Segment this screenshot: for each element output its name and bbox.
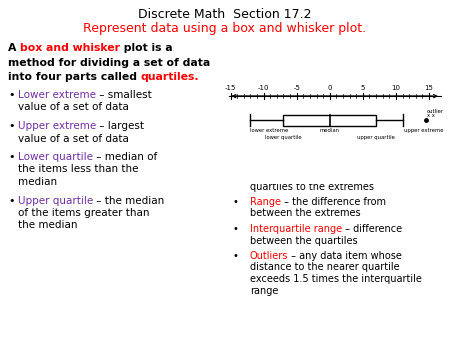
Text: Interquartile range: Interquartile range: [250, 224, 342, 234]
Text: -15: -15: [225, 86, 236, 92]
Text: x x: x x: [427, 113, 435, 118]
Text: Upper quartile: Upper quartile: [18, 195, 93, 206]
Text: 0: 0: [328, 86, 332, 92]
Text: – extend from the: – extend from the: [294, 170, 384, 180]
Text: A: A: [8, 43, 20, 53]
Text: – median of: – median of: [93, 152, 157, 162]
Text: exceeds 1.5 times the interquartile: exceeds 1.5 times the interquartile: [250, 274, 422, 284]
Bar: [284, 115, 376, 126]
Text: median: median: [320, 128, 340, 132]
Text: -10: -10: [258, 86, 270, 92]
Text: upper quartile: upper quartile: [357, 135, 395, 140]
Text: – any data item whose: – any data item whose: [288, 251, 402, 261]
Text: the upper quartiles: the upper quartiles: [250, 154, 347, 165]
Text: •: •: [232, 197, 238, 207]
Text: lower quartile: lower quartile: [265, 135, 302, 140]
Text: – largest: – largest: [96, 121, 144, 131]
Text: – smallest: – smallest: [96, 90, 152, 100]
Text: box and whisker: box and whisker: [20, 43, 120, 53]
Text: •: •: [232, 224, 238, 234]
Text: Range: Range: [250, 197, 281, 207]
Text: Lower extreme: Lower extreme: [18, 90, 96, 100]
Text: value of a set of data: value of a set of data: [18, 134, 129, 144]
Text: •: •: [8, 152, 14, 162]
Text: 10: 10: [392, 86, 400, 92]
Text: – extends from the lower to: – extends from the lower to: [268, 143, 406, 153]
Text: median: median: [18, 177, 57, 187]
Text: -5: -5: [293, 86, 300, 92]
Text: method for dividing a set of data: method for dividing a set of data: [8, 57, 210, 68]
Text: Box: Box: [250, 143, 268, 153]
Text: •: •: [232, 143, 238, 153]
Text: Lower quartile: Lower quartile: [18, 152, 93, 162]
Text: the median: the median: [18, 220, 77, 231]
Text: Upper extreme: Upper extreme: [18, 121, 96, 131]
Text: between the extremes: between the extremes: [250, 209, 360, 218]
Text: •: •: [8, 195, 14, 206]
Text: •: •: [8, 90, 14, 100]
Text: quartiles.: quartiles.: [141, 72, 199, 82]
Text: between the quartiles: between the quartiles: [250, 236, 358, 245]
Text: into four parts called: into four parts called: [8, 72, 141, 82]
Text: •: •: [8, 121, 14, 131]
Text: Discrete Math  Section 17.2: Discrete Math Section 17.2: [138, 8, 312, 21]
Text: lower extreme: lower extreme: [250, 128, 288, 132]
Text: range: range: [250, 286, 279, 295]
Text: plot is a: plot is a: [120, 43, 173, 53]
Text: of the items greater than: of the items greater than: [18, 208, 149, 218]
Text: 5: 5: [360, 86, 365, 92]
Text: •: •: [232, 170, 238, 180]
Text: •: •: [232, 251, 238, 261]
Text: Outliers: Outliers: [250, 251, 288, 261]
Text: – the difference from: – the difference from: [281, 197, 386, 207]
Text: outlier: outlier: [427, 109, 444, 114]
Text: Whiskers: Whiskers: [250, 170, 294, 180]
Text: 15: 15: [424, 86, 433, 92]
Text: – difference: – difference: [342, 224, 402, 234]
Text: – the median: – the median: [93, 195, 165, 206]
Text: the items less than the: the items less than the: [18, 165, 139, 174]
Text: Represent data using a box and whisker plot.: Represent data using a box and whisker p…: [83, 22, 367, 35]
Text: value of a set of data: value of a set of data: [18, 102, 129, 113]
Text: upper extreme: upper extreme: [405, 128, 444, 132]
Text: distance to the nearer quartile: distance to the nearer quartile: [250, 263, 400, 272]
Text: quartiles to the extremes: quartiles to the extremes: [250, 182, 374, 192]
